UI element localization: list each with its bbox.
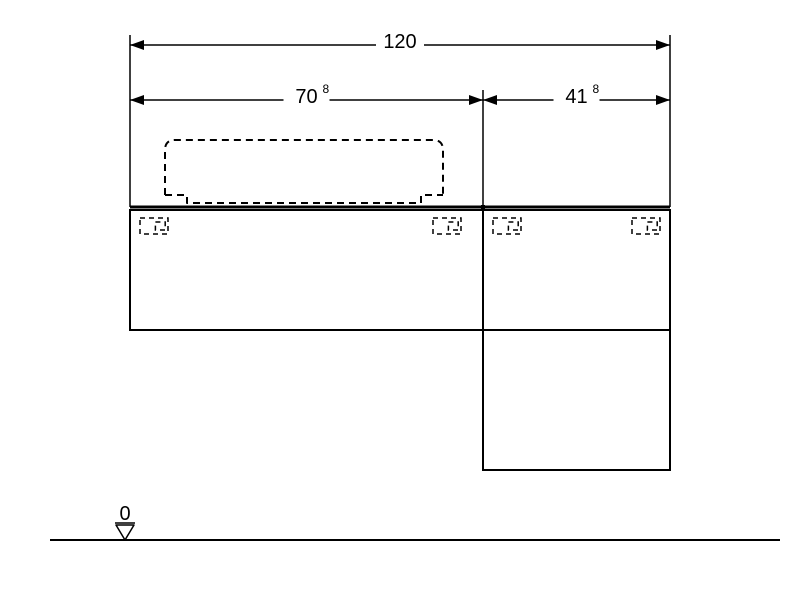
svg-text:8: 8	[593, 82, 600, 96]
technical-drawing: 120 70 8 41 8 0	[0, 0, 800, 600]
svg-text:120: 120	[383, 31, 416, 53]
svg-text:8: 8	[323, 82, 330, 96]
svg-text:0: 0	[119, 503, 130, 525]
svg-text:70: 70	[295, 86, 317, 108]
svg-text:41: 41	[565, 86, 587, 108]
